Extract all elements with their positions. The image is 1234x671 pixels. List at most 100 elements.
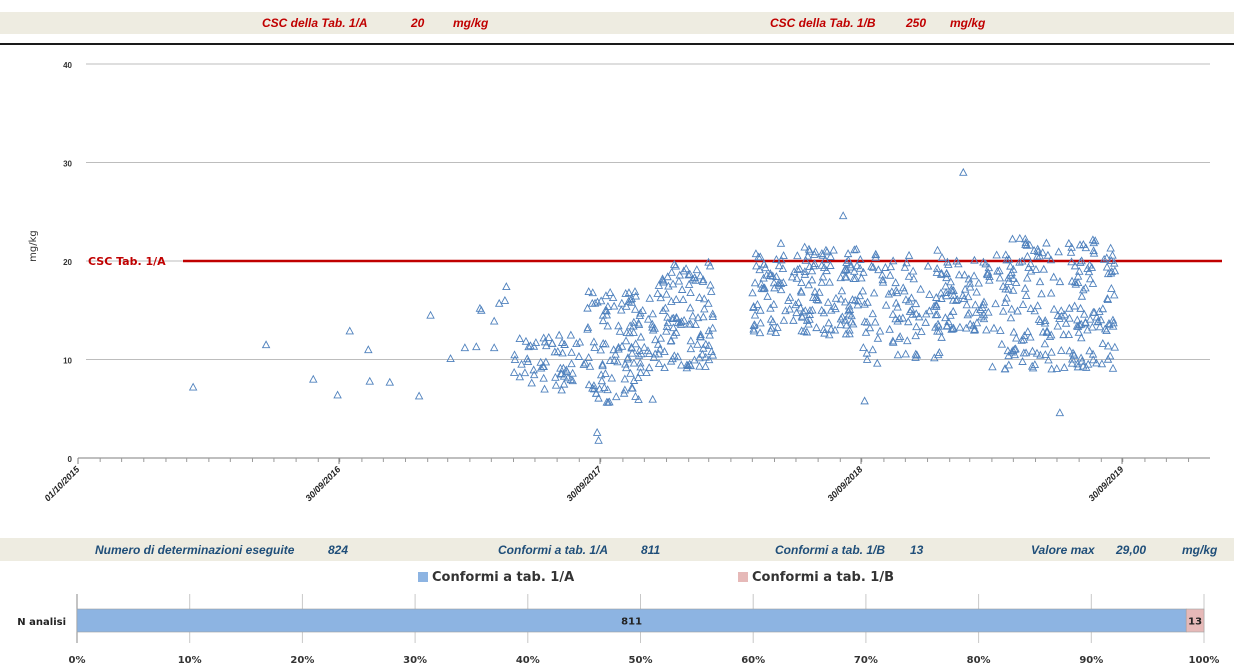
n-determinazioni-label: Numero di determinazioni eseguite: [95, 543, 295, 557]
bar-category-label: N analisi: [17, 617, 66, 628]
data-point: [852, 261, 862, 270]
data-point: [933, 245, 942, 254]
data-point: [1006, 261, 1015, 270]
data-point: [1012, 333, 1021, 342]
stats-band: [0, 538, 1234, 561]
data-point: [1065, 346, 1074, 355]
data-point: [903, 336, 912, 345]
data-point: [1031, 264, 1041, 273]
data-point: [914, 312, 924, 321]
data-point: [627, 294, 636, 302]
data-point: [1010, 350, 1020, 359]
data-point: [677, 360, 686, 369]
data-point: [1030, 306, 1039, 315]
data-point: [686, 303, 695, 312]
data-point: [1089, 307, 1098, 316]
data-point: [1036, 350, 1045, 359]
data-point: [969, 271, 979, 280]
data-point: [977, 312, 986, 321]
data-point: [1088, 235, 1098, 244]
data-point: [309, 374, 318, 383]
data-point: [756, 279, 766, 288]
data-point: [658, 306, 668, 315]
data-point: [825, 277, 834, 286]
y-tick-label: 40: [63, 61, 72, 70]
bar-x-tick-label: 30%: [403, 655, 427, 666]
data-point: [836, 294, 846, 303]
data-point: [551, 380, 561, 389]
data-point: [1008, 285, 1018, 294]
data-point: [1054, 247, 1063, 256]
data-point: [1029, 246, 1039, 254]
data-point: [894, 333, 904, 342]
data-point: [1065, 303, 1074, 312]
data-point: [472, 342, 481, 351]
data-point: [979, 297, 989, 306]
data-point: [1073, 359, 1082, 368]
data-point: [677, 317, 686, 326]
data-point: [627, 383, 636, 392]
data-point: [1049, 304, 1059, 313]
data-point: [670, 351, 679, 360]
data-point: [756, 252, 765, 261]
data-point: [675, 270, 685, 279]
data-point: [822, 247, 832, 256]
data-point: [812, 295, 821, 303]
data-point: [1042, 327, 1052, 336]
data-point: [805, 246, 814, 255]
bar-x-tick-label: 50%: [629, 655, 653, 666]
data-point: [796, 286, 806, 295]
data-point: [756, 305, 765, 314]
data-point: [708, 309, 717, 318]
data-point: [1011, 278, 1021, 286]
data-point: [1033, 244, 1042, 253]
data-point: [648, 319, 657, 328]
data-point: [826, 305, 836, 314]
data-point: [1006, 313, 1016, 322]
legend-swatch-tab-b: [738, 572, 748, 582]
data-point: [566, 330, 576, 339]
data-point: [489, 343, 499, 352]
data-point: [1013, 306, 1022, 315]
data-point: [1103, 294, 1112, 302]
data-point: [706, 280, 715, 289]
data-point: [978, 303, 987, 311]
data-point: [1081, 317, 1090, 326]
data-point: [631, 339, 640, 348]
data-point: [925, 306, 934, 315]
data-point: [601, 291, 611, 300]
data-point: [1004, 254, 1014, 263]
bar-x-tick-label: 10%: [178, 655, 202, 666]
data-point: [947, 324, 956, 333]
data-point: [634, 350, 644, 359]
data-point: [1079, 285, 1088, 294]
data-point: [838, 211, 848, 220]
data-point: [693, 313, 703, 322]
data-point: [749, 326, 759, 335]
data-point: [1107, 267, 1117, 276]
data-point: [961, 323, 971, 332]
data-point: [1008, 234, 1017, 243]
data-point: [629, 358, 639, 367]
data-point: [1015, 233, 1025, 242]
data-point: [607, 373, 617, 382]
data-point: [1076, 319, 1086, 328]
data-point: [972, 318, 982, 327]
data-point: [772, 272, 781, 281]
data-point: [929, 301, 939, 310]
data-point: [1109, 258, 1119, 267]
data-point: [904, 271, 914, 280]
data-point: [842, 258, 851, 266]
conformi-a-value: 811: [641, 543, 661, 557]
data-point: [1023, 251, 1032, 260]
data-point: [948, 306, 958, 315]
data-point: [982, 325, 991, 334]
data-point: [925, 289, 934, 298]
data-point: [1053, 321, 1062, 330]
data-point: [1110, 342, 1120, 351]
data-point: [629, 317, 639, 326]
data-point: [867, 261, 876, 270]
data-point: [667, 267, 676, 276]
data-point: [805, 306, 815, 314]
data-point: [921, 309, 931, 318]
